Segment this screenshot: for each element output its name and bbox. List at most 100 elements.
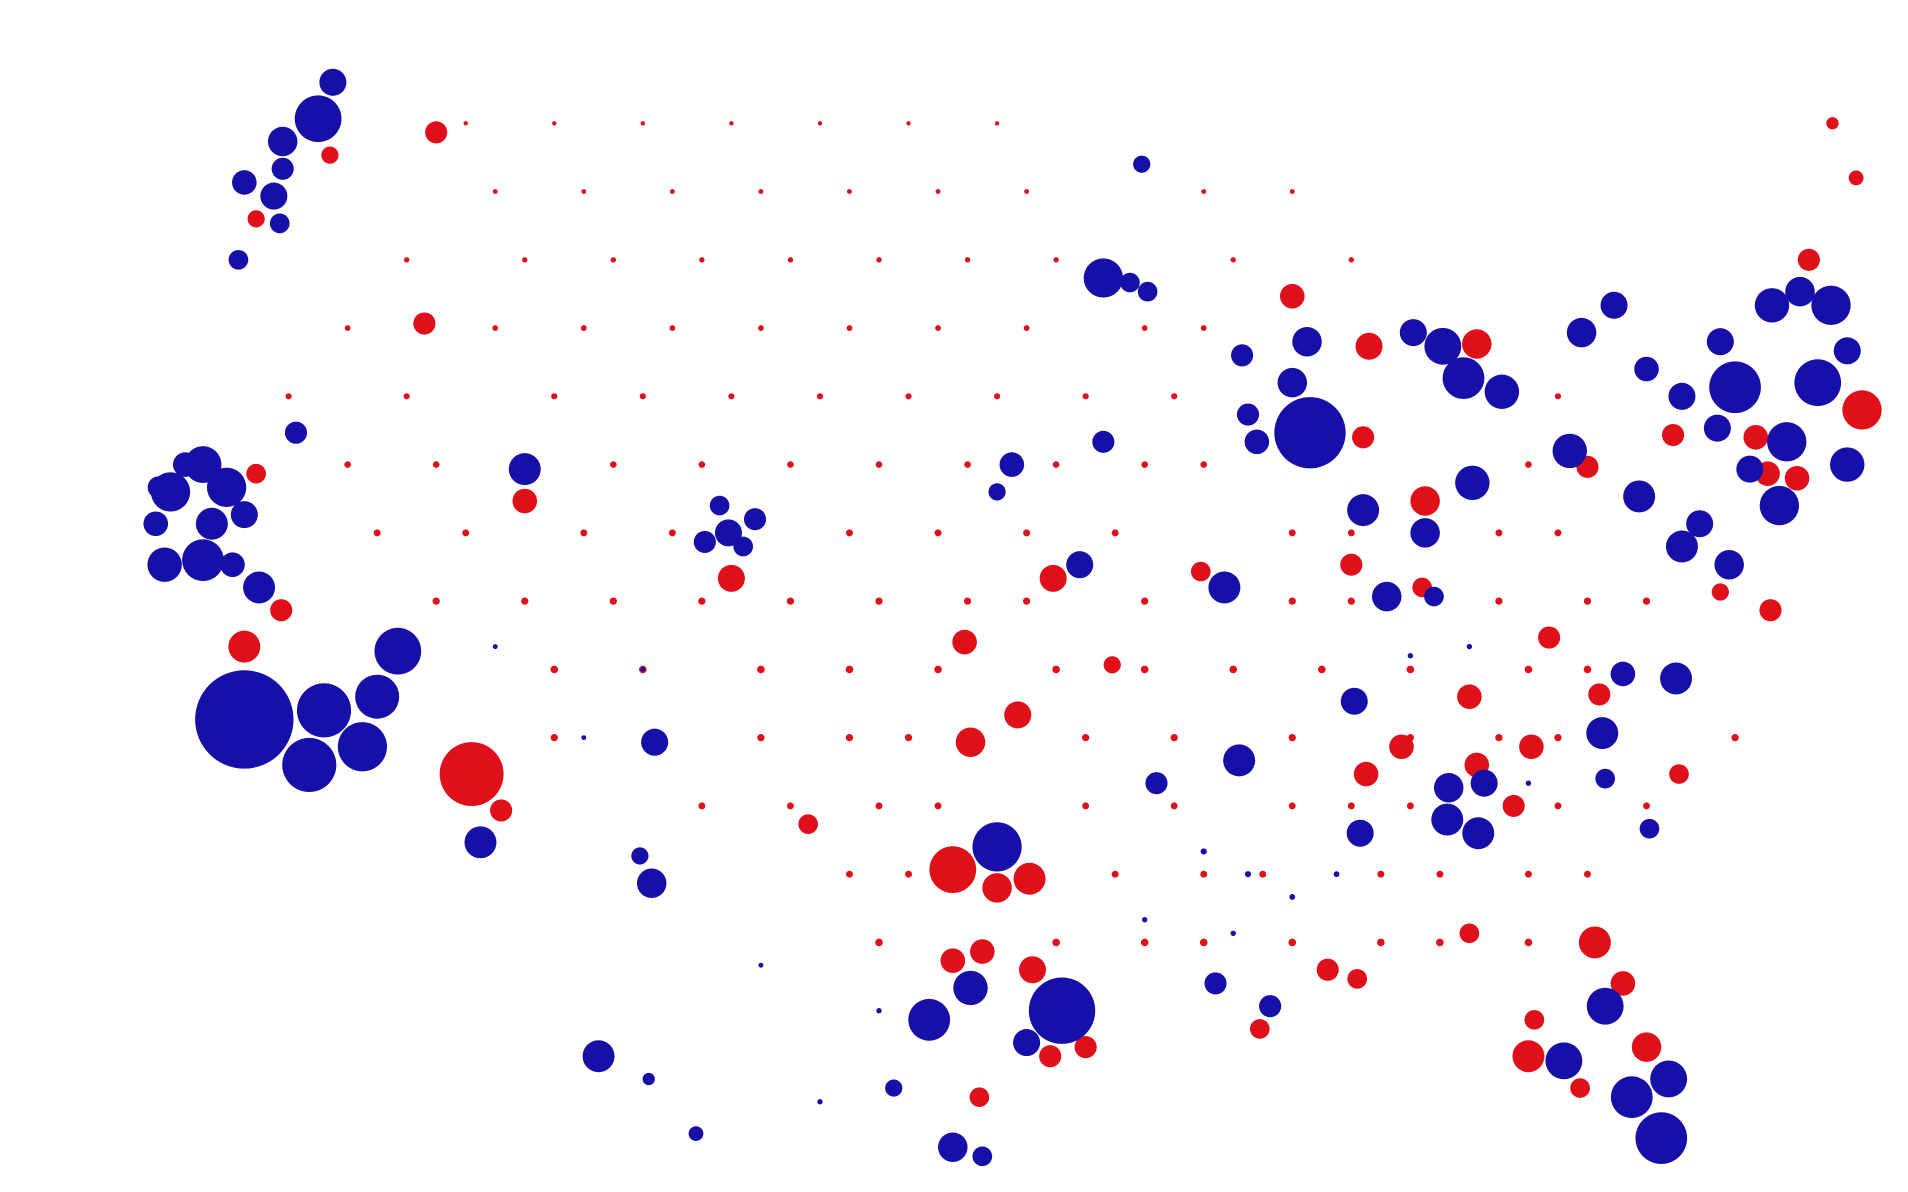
county-bubble <box>1588 683 1611 706</box>
county-bubble <box>938 1132 968 1162</box>
county-bubble <box>1274 397 1346 469</box>
county-bubble <box>282 737 337 793</box>
county-bubble <box>714 519 742 547</box>
county-bubble <box>1650 1060 1688 1098</box>
county-bubble <box>1538 626 1561 649</box>
county-bubble <box>1259 870 1267 878</box>
county-bubble <box>1292 326 1322 357</box>
county-bubble <box>1013 862 1046 895</box>
county-bubble <box>1229 665 1238 674</box>
county-bubble <box>1552 433 1587 469</box>
county-bubble <box>344 461 351 468</box>
county-bubble <box>1347 529 1355 537</box>
county-bubble <box>337 722 387 772</box>
county-bubble <box>988 483 1006 501</box>
county-bubble <box>693 530 716 554</box>
county-bubble <box>1470 769 1498 797</box>
county-bubble <box>432 461 440 468</box>
county-bubble <box>464 826 497 859</box>
county-bubble <box>1811 285 1851 325</box>
county-bubble <box>1052 665 1060 674</box>
county-bubble <box>963 597 972 605</box>
county-bubble <box>551 393 558 400</box>
county-bubble <box>1662 423 1685 447</box>
county-bubble <box>581 189 587 194</box>
county-bubble <box>1249 1019 1270 1039</box>
county-bubble <box>1111 870 1119 878</box>
county-bubble <box>508 453 541 486</box>
county-bubble <box>929 846 977 893</box>
county-bubble <box>1355 332 1383 360</box>
county-bubble <box>1244 871 1252 878</box>
county-bubble <box>1436 938 1444 947</box>
county-bubble <box>1797 248 1820 271</box>
county-bubble <box>1524 1009 1545 1030</box>
county-bubble <box>1170 734 1178 742</box>
county-bubble <box>905 393 912 400</box>
county-bubble <box>1316 958 1339 981</box>
county-bubble <box>1759 599 1782 622</box>
county-bubble <box>1200 870 1208 878</box>
county-bubble <box>1709 361 1761 414</box>
county-bubble <box>143 511 169 537</box>
county-bubble <box>876 257 882 263</box>
county-bubble <box>1200 461 1208 468</box>
county-bubble <box>1347 494 1380 527</box>
county-bubble <box>668 529 676 537</box>
county-bubble <box>1317 665 1326 674</box>
county-bubble <box>1583 597 1592 605</box>
county-bubble <box>1340 687 1368 715</box>
county-bubble <box>1406 734 1415 742</box>
county-bubble <box>1053 257 1059 263</box>
county-bubble <box>934 802 942 810</box>
county-bubble <box>631 847 649 865</box>
county-bubble <box>1759 485 1800 526</box>
county-bubble <box>1431 803 1464 836</box>
county-bubble <box>787 257 794 263</box>
county-bubble <box>935 189 941 194</box>
county-bubble <box>582 1040 615 1073</box>
county-bubble <box>319 68 347 96</box>
county-bubble <box>969 1087 990 1108</box>
county-bubble <box>1103 656 1121 674</box>
county-bubble <box>172 452 198 477</box>
county-bubble <box>1289 189 1295 194</box>
county-bubble <box>999 452 1025 477</box>
county-bubble <box>1455 465 1490 501</box>
county-bubble <box>1642 597 1651 605</box>
county-bubble <box>1231 344 1254 367</box>
county-bubble <box>147 547 182 582</box>
county-bubble <box>728 393 735 400</box>
county-bubble <box>1639 818 1660 839</box>
county-bubble <box>1784 465 1810 491</box>
county-bubble <box>1631 1032 1662 1062</box>
county-bubble <box>1436 870 1444 878</box>
county-bubble <box>1669 764 1689 784</box>
county-bubble <box>1199 938 1208 947</box>
county-bubble <box>1525 461 1532 468</box>
county-bubble <box>1424 327 1462 365</box>
county-bubble <box>230 501 258 529</box>
county-bubble <box>1731 734 1739 742</box>
county-bubble <box>1140 665 1149 674</box>
county-bubble <box>846 870 853 878</box>
county-bubble <box>970 939 995 964</box>
county-bubble <box>972 822 1022 872</box>
county-bubble <box>321 146 339 164</box>
county-bubble <box>1711 583 1729 601</box>
county-bubble <box>269 213 290 234</box>
county-bubble <box>550 734 558 742</box>
county-bubble <box>580 529 588 537</box>
county-bubble <box>1145 772 1168 795</box>
county-bubble <box>1554 802 1562 810</box>
county-bubble <box>195 507 228 540</box>
county-bubble <box>1083 258 1124 298</box>
county-bubble <box>1524 938 1533 947</box>
county-bubble <box>432 597 440 605</box>
county-bubble <box>1634 356 1659 382</box>
county-bubble <box>1348 257 1355 263</box>
county-bubble <box>905 870 912 878</box>
county-bubble <box>1066 551 1094 579</box>
county-bubble <box>1524 665 1533 674</box>
